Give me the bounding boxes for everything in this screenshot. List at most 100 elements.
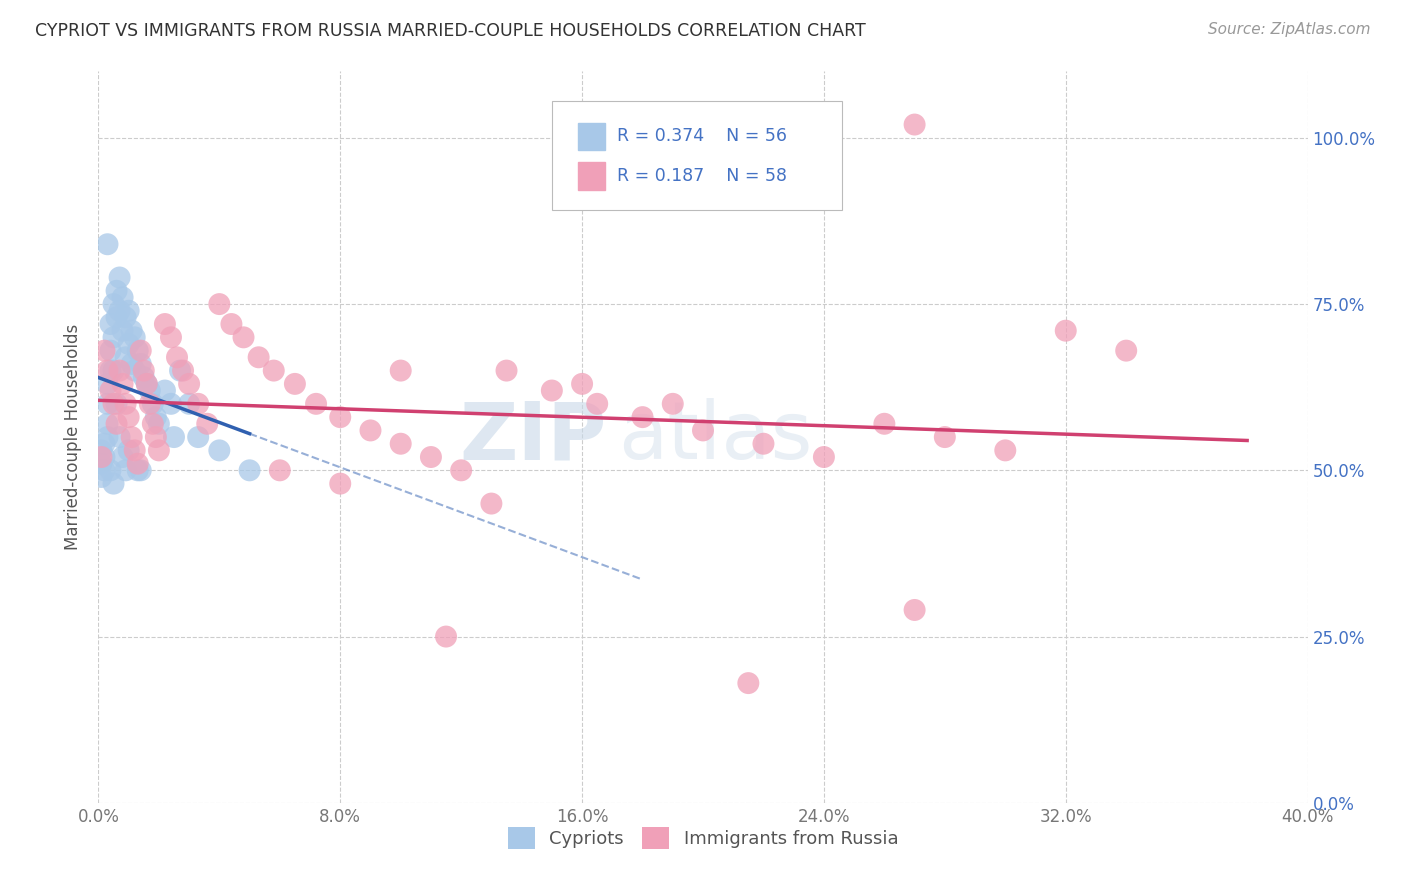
Point [124,330,146,344]
Point [752,436,775,450]
Point [163,430,186,444]
Text: ZIP: ZIP [458,398,606,476]
Point [111,290,134,304]
Point [160,330,183,344]
Point [904,118,927,132]
Point [90,457,112,471]
Point [114,351,136,365]
Point [103,397,125,411]
Point [96,430,118,444]
Point [166,351,188,365]
Point [114,397,136,411]
Point [142,417,165,431]
Point [105,310,128,325]
Point [1115,343,1137,358]
Point [187,397,209,411]
Point [132,363,155,377]
Point [103,297,125,311]
Point [132,370,155,384]
Point [239,463,262,477]
Point [994,443,1017,458]
Point [179,397,201,411]
Point [103,330,125,344]
Point [135,376,157,391]
Point [187,430,209,444]
Text: CYPRIOT VS IMMIGRANTS FROM RUSSIA MARRIED-COUPLE HOUSEHOLDS CORRELATION CHART: CYPRIOT VS IMMIGRANTS FROM RUSSIA MARRIE… [35,22,866,40]
Point [481,497,503,511]
Point [105,417,128,431]
Point [145,430,167,444]
Point [93,450,115,464]
Text: atlas: atlas [619,398,813,476]
Point [90,450,112,464]
Point [118,410,141,425]
Point [127,463,149,477]
Point [692,424,714,438]
Point [153,317,176,331]
Point [571,376,593,391]
Point [135,376,157,391]
Point [148,417,170,431]
Point [93,463,115,477]
Y-axis label: Married-couple Households: Married-couple Households [65,324,83,550]
Point [420,450,443,464]
Point [247,351,270,365]
Point [103,363,125,377]
Point [934,430,956,444]
Point [160,397,183,411]
Point [111,324,134,338]
Point [540,384,562,398]
Point [129,357,152,371]
Point [145,410,167,425]
Point [100,463,122,477]
Text: R = 0.374    N = 56: R = 0.374 N = 56 [617,127,787,145]
Point [389,436,412,450]
Point [100,363,122,377]
Point [1054,324,1077,338]
Point [124,363,146,377]
Point [284,376,307,391]
Bar [578,122,605,151]
Point [96,417,118,431]
Point [360,424,382,438]
Point [121,430,143,444]
Point [329,476,352,491]
Point [118,337,141,351]
Point [108,270,131,285]
Point [96,376,118,391]
Point [124,443,146,458]
Point [195,417,218,431]
Text: Source: ZipAtlas.com: Source: ZipAtlas.com [1208,22,1371,37]
Point [114,463,136,477]
Point [873,417,896,431]
Point [813,450,835,464]
Point [90,443,112,458]
Point [103,476,125,491]
Point [208,297,231,311]
Point [179,376,201,391]
Point [172,363,194,377]
Text: R = 0.187    N = 58: R = 0.187 N = 58 [617,167,787,185]
FancyBboxPatch shape [551,101,842,211]
Point [232,330,254,344]
Point [118,303,141,318]
Point [118,443,141,458]
Bar [578,162,605,190]
Point [450,463,472,477]
Point [586,397,609,411]
Point [100,343,122,358]
Point [100,317,122,331]
Point [661,397,683,411]
Point [495,363,517,377]
Point [96,363,118,377]
Point [129,343,152,358]
Point [108,363,131,377]
Point [631,410,654,425]
Point [127,457,149,471]
Point [105,397,128,411]
Point [153,384,176,398]
Point [129,463,152,477]
Point [100,384,122,398]
Point [139,384,162,398]
Point [329,410,352,425]
